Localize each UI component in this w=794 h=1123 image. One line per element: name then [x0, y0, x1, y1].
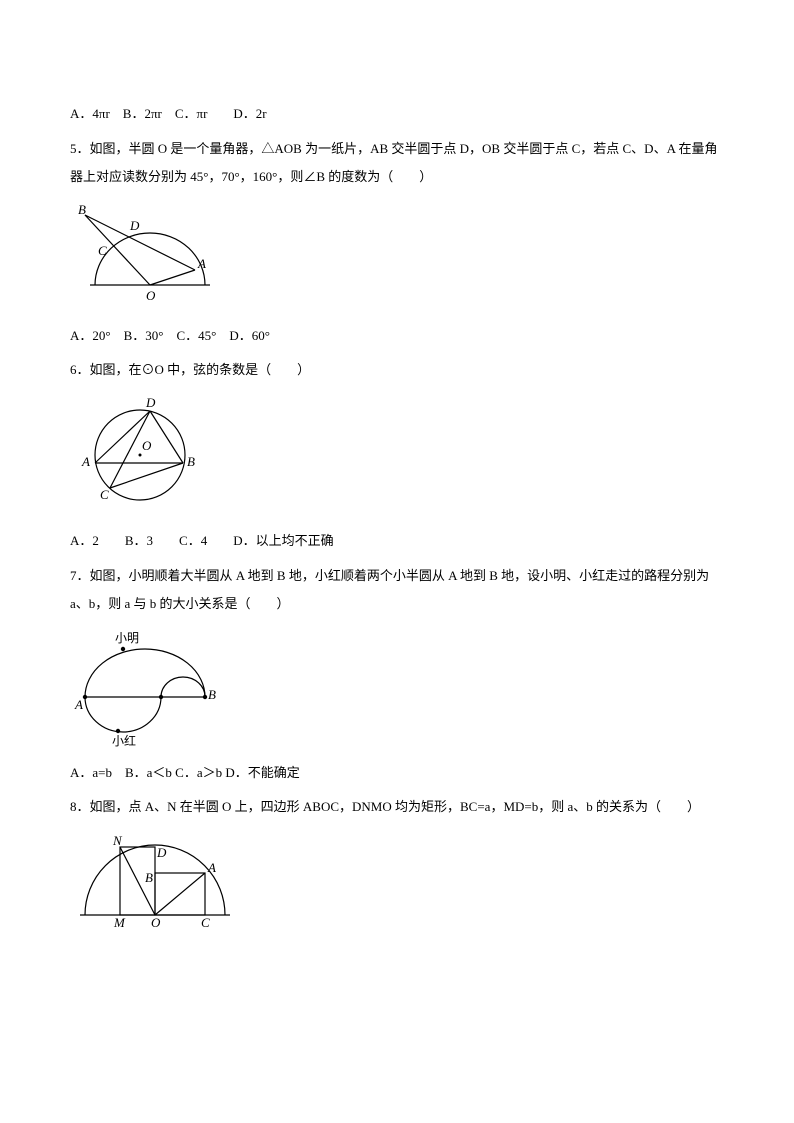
- label-xiaoming: 小明: [115, 631, 139, 645]
- q4-options: A．4πr B．2πr C．πr D．2r: [70, 100, 724, 129]
- label-D: D: [156, 845, 167, 860]
- q7-options: A．a=b B．a＜b C．a＞b D．不能确定: [70, 759, 724, 788]
- q6-figure: D A B C O: [70, 393, 724, 515]
- label-A: A: [81, 454, 90, 469]
- label-N: N: [112, 833, 123, 848]
- q6-text: 6．如图，在⊙O 中，弦的条数是（ ）: [70, 356, 724, 385]
- label-B: B: [187, 454, 195, 469]
- label-B: B: [208, 687, 216, 702]
- label-A: A: [207, 860, 216, 875]
- label-xiaohong: 小红: [112, 733, 136, 747]
- label-C: C: [98, 243, 107, 258]
- q5-text: 5．如图，半圆 O 是一个量角器，△AOB 为一纸片，AB 交半圆于点 D，OB…: [70, 135, 724, 192]
- label-C: C: [100, 487, 109, 502]
- label-M: M: [113, 915, 126, 930]
- label-O: O: [142, 438, 152, 453]
- label-O: O: [146, 288, 156, 303]
- label-B: B: [145, 870, 153, 885]
- label-D: D: [129, 218, 140, 233]
- label-D: D: [145, 395, 156, 410]
- page-content: A．4πr B．2πr C．πr D．2r 5．如图，半圆 O 是一个量角器，△…: [0, 0, 794, 1002]
- q7-text: 7．如图，小明顺着大半圆从 A 地到 B 地，小红顺着两个小半圆从 A 地到 B…: [70, 562, 724, 619]
- q6-options: A．2 B．3 C．4 D．以上均不正确: [70, 527, 724, 556]
- q5-figure: B D C A O: [70, 200, 724, 310]
- q8-text: 8．如图，点 A、N 在半圆 O 上，四边形 ABOC，DNMO 均为矩形，BC…: [70, 793, 724, 822]
- q8-figure: N D A B M O C: [70, 830, 724, 930]
- q7-figure: 小明 小红 A B: [70, 627, 724, 747]
- q5-options: A．20° B．30° C．45° D．60°: [70, 322, 724, 351]
- label-B: B: [78, 202, 86, 217]
- label-A: A: [74, 697, 83, 712]
- label-A: A: [197, 256, 206, 271]
- label-C: C: [201, 915, 210, 930]
- label-O: O: [151, 915, 161, 930]
